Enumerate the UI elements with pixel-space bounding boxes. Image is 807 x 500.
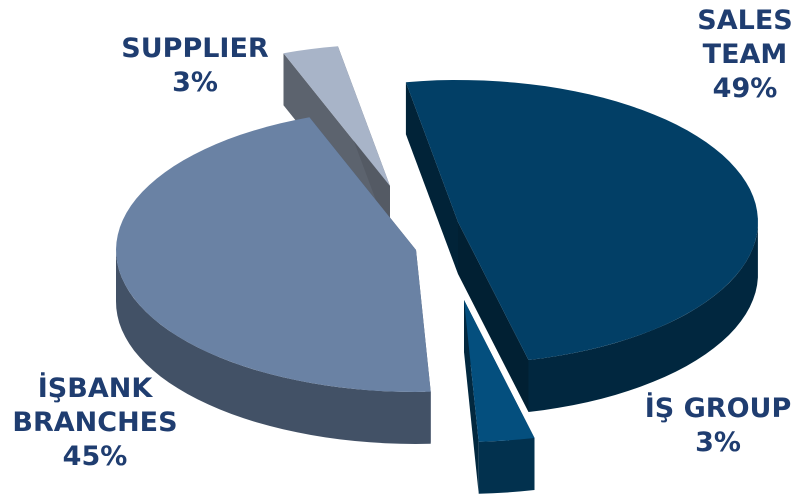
slice-label-sales-team-line1: SALES (680, 4, 807, 38)
slice-label-is-group-line1: İŞ GROUP (628, 392, 807, 426)
pie-slice-sales-team (406, 80, 758, 412)
slice-label-sales-team: SALES TEAM 49% (680, 4, 807, 106)
slice-value-isbank-branches: 45% (0, 440, 190, 474)
slice-label-isbank-line1: İŞBANK (0, 372, 190, 406)
slice-value-is-group: 3% (628, 426, 807, 460)
slice-label-supplier: SUPPLIER 3% (110, 32, 280, 100)
slice-side (479, 438, 535, 494)
slice-label-isbank-branches: İŞBANK BRANCHES 45% (0, 372, 190, 474)
slice-label-isbank-line2: BRANCHES (0, 406, 190, 440)
slice-value-sales-team: 49% (680, 72, 807, 106)
slice-label-sales-team-line2: TEAM (680, 38, 807, 72)
slice-value-supplier: 3% (110, 66, 280, 100)
slice-label-is-group: İŞ GROUP 3% (628, 392, 807, 460)
slice-label-supplier-line1: SUPPLIER (110, 32, 280, 66)
